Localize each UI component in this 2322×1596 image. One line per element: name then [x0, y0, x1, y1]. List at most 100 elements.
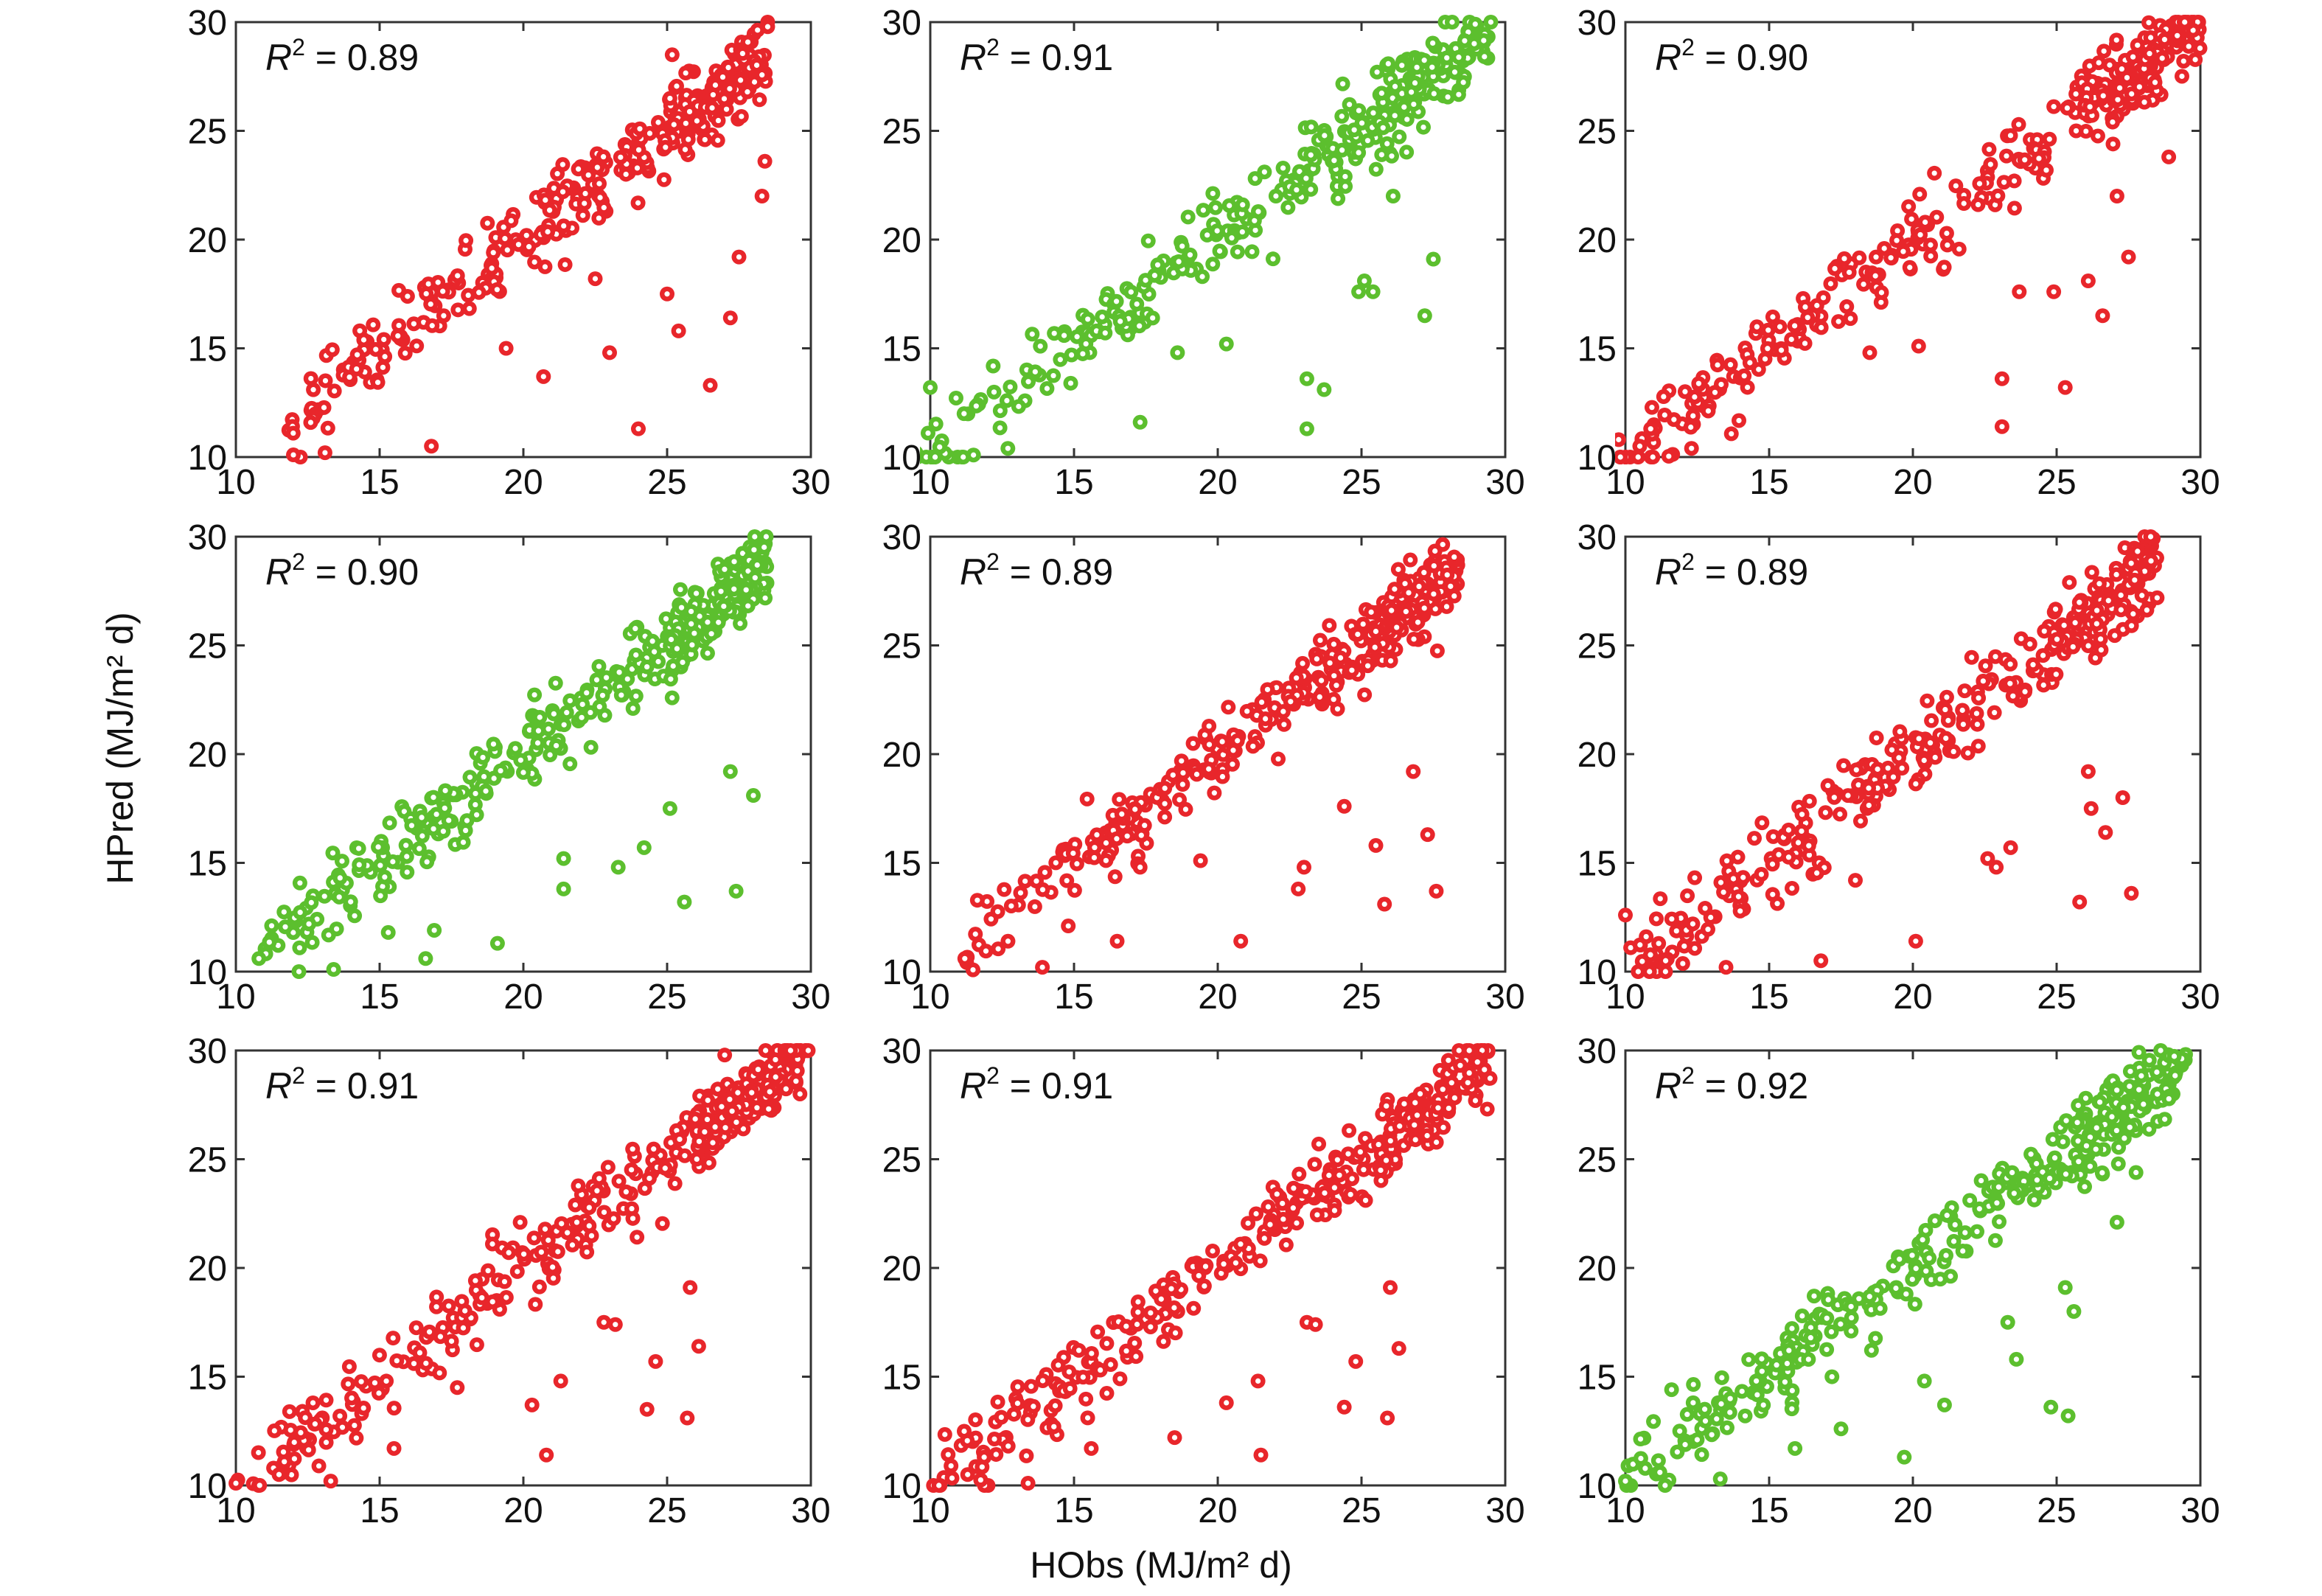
data-point-center — [1449, 19, 1455, 25]
data-point-center — [1982, 663, 1989, 669]
data-point-center — [354, 352, 360, 358]
points-layer — [229, 1043, 816, 1493]
data-point-center — [1899, 765, 1905, 771]
data-point-center — [531, 691, 537, 698]
data-point-center — [616, 1178, 622, 1184]
data-point-center — [1847, 316, 1853, 321]
data-point-center — [538, 1249, 544, 1255]
data-point-center — [2147, 534, 2154, 540]
data-point-center — [1331, 673, 1337, 679]
data-point-center — [1042, 869, 1048, 875]
data-point-center — [773, 1074, 778, 1080]
data-point-center — [579, 1191, 585, 1198]
data-point-center — [1070, 850, 1076, 857]
data-point-center — [594, 1188, 600, 1193]
data-point-center — [1314, 656, 1319, 662]
r2-equals: = — [1000, 551, 1042, 593]
data-point-center — [674, 646, 680, 652]
y-tick-label: 20 — [188, 1250, 227, 1289]
data-point-center — [733, 888, 739, 894]
data-point-center — [1741, 373, 1747, 379]
data-point-center — [1051, 330, 1057, 336]
data-point-center — [435, 279, 441, 285]
data-point-center — [473, 790, 478, 797]
data-point-center — [1643, 933, 1649, 940]
data-point-center — [2096, 60, 2102, 66]
data-point-center — [1280, 708, 1286, 714]
data-point-center — [2194, 19, 2200, 25]
data-point-center — [1399, 91, 1405, 97]
data-point-center — [1229, 235, 1235, 241]
data-point-center — [1950, 748, 1956, 755]
y-tick-label: 25 — [882, 113, 921, 152]
data-point-center — [2041, 628, 2047, 634]
data-point-center — [681, 899, 688, 905]
data-point-center — [1431, 562, 1437, 569]
data-point-center — [467, 774, 473, 780]
data-point-center — [547, 752, 553, 758]
data-point-center — [2036, 156, 2042, 161]
data-point-center — [1699, 933, 1705, 939]
data-point-center — [489, 1241, 495, 1247]
data-point-center — [1959, 707, 1965, 714]
data-point-center — [756, 97, 762, 102]
data-point-center — [1682, 388, 1688, 394]
data-point-center — [1333, 683, 1339, 689]
data-point-center — [1128, 289, 1134, 295]
y-tick-label: 10 — [188, 439, 227, 478]
data-point-center — [2124, 74, 2130, 80]
data-point-center — [1916, 736, 1922, 742]
data-point-center — [1430, 256, 1437, 262]
data-point-center — [1861, 282, 1866, 288]
data-point-center — [1263, 716, 1269, 722]
x-tick-label: 25 — [647, 1491, 686, 1530]
data-point-center — [1017, 890, 1024, 896]
data-point-center — [1294, 675, 1300, 681]
data-point-center — [673, 1149, 679, 1156]
data-point-center — [433, 811, 439, 818]
data-point-center — [390, 1335, 396, 1341]
data-point-center — [1092, 845, 1098, 851]
data-point-center — [754, 1105, 760, 1111]
data-point-center — [1995, 193, 2001, 199]
data-point-center — [1482, 54, 1488, 60]
r2-value: 0.89 — [1042, 551, 1113, 593]
data-point-center — [2141, 100, 2147, 105]
data-point-center — [1074, 861, 1080, 867]
r2-label: R2 = 0.89 — [265, 34, 419, 78]
data-point-center — [1765, 346, 1771, 352]
data-point-center — [759, 193, 765, 199]
data-point-center — [691, 630, 697, 636]
data-point-center — [1437, 579, 1443, 585]
data-point-center — [1718, 381, 1724, 388]
data-point-center — [396, 288, 402, 293]
data-point-center — [1146, 238, 1151, 244]
data-point-center — [1235, 249, 1241, 255]
data-point-center — [1881, 245, 1887, 251]
x-tick-label: 15 — [1749, 463, 1788, 502]
data-point-center — [1942, 706, 1948, 713]
data-point-center — [462, 1308, 468, 1314]
data-point-center — [308, 375, 314, 382]
data-point-center — [288, 1472, 295, 1478]
data-point-center — [2130, 54, 2136, 60]
data-point-center — [1252, 217, 1258, 223]
data-point-center — [1692, 945, 1698, 952]
data-point-center — [970, 966, 976, 973]
data-point-center — [651, 649, 658, 655]
data-point-center — [1401, 104, 1407, 110]
data-point-center — [2053, 672, 2059, 677]
data-point-center — [2119, 66, 2124, 72]
data-point-center — [739, 114, 745, 119]
data-point-center — [750, 792, 756, 798]
data-point-center — [1399, 63, 1405, 69]
r2-symbol: R — [265, 551, 292, 593]
data-point-center — [668, 636, 674, 643]
data-point-center — [1754, 324, 1760, 330]
data-point-center — [582, 190, 588, 197]
data-point-center — [382, 354, 388, 360]
data-point-center — [377, 893, 383, 899]
data-point-center — [997, 425, 1003, 431]
r2-superscript: 2 — [292, 548, 305, 575]
